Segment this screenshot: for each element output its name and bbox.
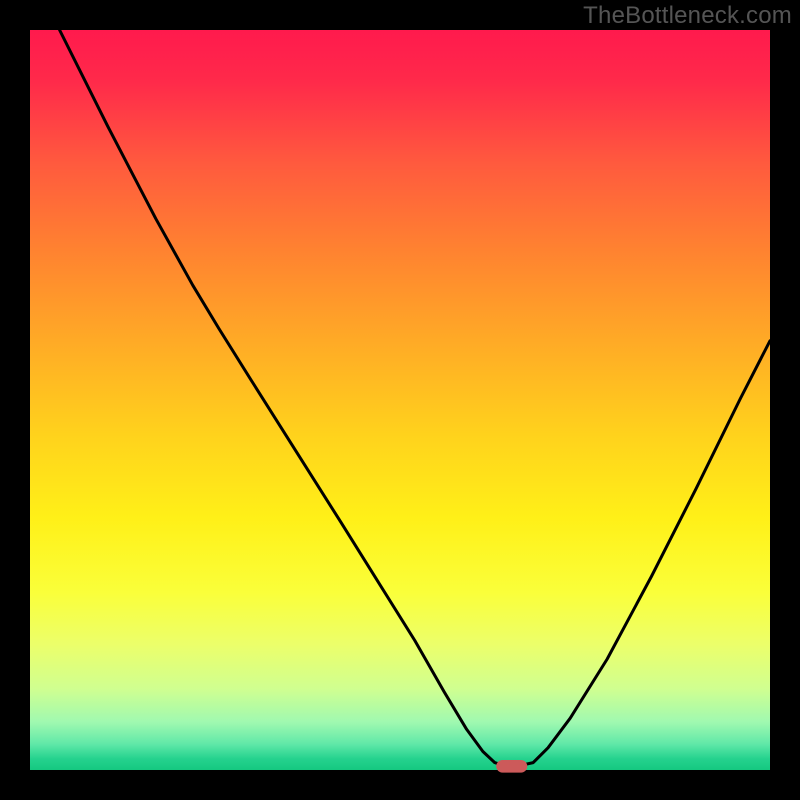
watermark-text: TheBottleneck.com bbox=[583, 2, 792, 30]
bottleneck-chart bbox=[0, 0, 800, 800]
chart-background bbox=[30, 30, 770, 770]
optimal-point-marker bbox=[496, 760, 527, 773]
